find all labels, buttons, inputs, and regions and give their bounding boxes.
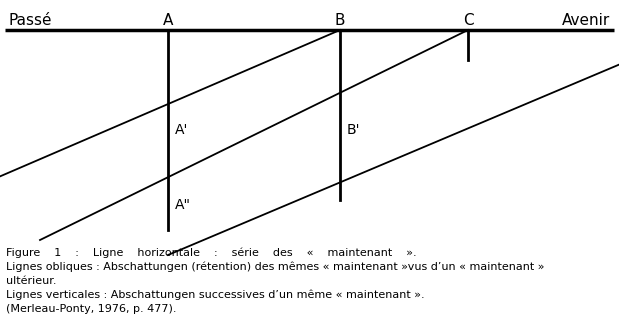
Text: (Merleau-Ponty, 1976, p. 477).: (Merleau-Ponty, 1976, p. 477).: [6, 304, 176, 314]
Text: Avenir: Avenir: [562, 13, 610, 28]
Text: Passé: Passé: [8, 13, 51, 28]
Text: Lignes verticales : Abschattungen successives d’un même « maintenant ».: Lignes verticales : Abschattungen succes…: [6, 290, 425, 300]
Text: A": A": [175, 198, 191, 212]
Text: ultérieur.: ultérieur.: [6, 276, 56, 286]
Text: C: C: [462, 13, 474, 28]
Text: A: A: [163, 13, 173, 28]
Text: B': B': [347, 123, 360, 137]
Text: Lignes obliques : Abschattungen (rétention) des mêmes « maintenant »vus d’un « m: Lignes obliques : Abschattungen (rétenti…: [6, 262, 545, 272]
Text: A': A': [175, 123, 188, 137]
Text: Figure    1    :    Ligne    horizontale    :    série    des    «    maintenant: Figure 1 : Ligne horizontale : série des…: [6, 248, 417, 258]
Text: B: B: [335, 13, 345, 28]
